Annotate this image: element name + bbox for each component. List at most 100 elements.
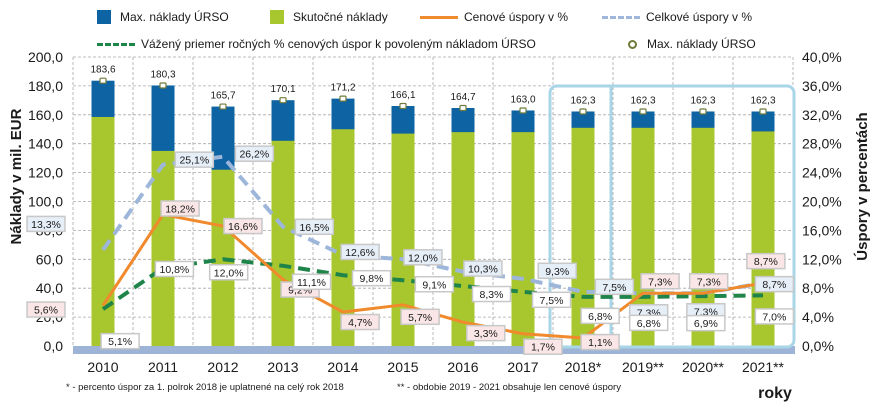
y-axis-title: Náklady v mil. EUR — [8, 108, 25, 244]
legend-item-skutocne: Skutočné náklady — [270, 10, 388, 24]
data-label-vazeny-box — [291, 273, 332, 291]
legend-label-skutocne: Skutočné náklady — [293, 10, 388, 24]
data-label-vazeny-box — [351, 269, 392, 287]
x-tick-label: 2021** — [742, 359, 785, 375]
x-tick-label: 2018* — [565, 359, 602, 375]
marker-max-naklady — [159, 82, 167, 89]
data-label-max-naklady: 162,3 — [570, 95, 595, 106]
data-label-celkove-box — [294, 218, 335, 236]
data-label-max-naklady: 163,0 — [510, 94, 535, 105]
legend-label-max-marker: Max. náklady ÚRSO — [647, 37, 756, 51]
data-label-cenove-box — [160, 200, 200, 217]
x-tick-label: 2013 — [267, 359, 298, 375]
data-label-max-naklady: 162,3 — [630, 95, 655, 106]
y2-tick-label: 36,0% — [802, 78, 842, 94]
x-axis-band — [73, 346, 795, 354]
legend-item-vazeny: Vážený priemer ročných % cenových úspor … — [97, 37, 536, 51]
data-label-celkove: 26,2% — [239, 149, 269, 161]
bar-skutocne-naklady — [451, 132, 475, 346]
data-label-cenove-box — [523, 338, 563, 355]
y2-tick-label: 24,0% — [802, 165, 842, 181]
data-label-vazeny-box — [686, 314, 726, 332]
legend-swatch-max-naklady — [97, 10, 111, 24]
data-label-cenove: 7,3% — [697, 276, 721, 288]
y2-axis-title: Úspory v percentách — [853, 112, 871, 260]
bar-skutocne-naklady — [271, 140, 295, 346]
x-tick-label: 2010 — [87, 359, 118, 375]
data-label-cenove: 7,3% — [648, 276, 672, 288]
data-label-cenove: 8,7% — [754, 256, 778, 268]
y2-tick-label: 8,0% — [802, 280, 834, 296]
marker-max-naklady — [519, 107, 527, 114]
legend-item-cenove: Cenové úspory v % — [420, 10, 568, 24]
data-label-max-naklady: 183,6 — [90, 65, 115, 76]
y-tick-label: 140,0 — [28, 136, 63, 152]
data-label-cenove: 16,6% — [228, 221, 258, 233]
data-label-cenove: 3,3% — [474, 328, 498, 340]
data-label-cenove-box — [400, 308, 440, 326]
marker-max-naklady — [759, 108, 767, 115]
data-label-celkove-box — [754, 275, 795, 293]
data-label-celkove: 8,7% — [762, 279, 786, 291]
data-label-vazeny: 9,1% — [422, 279, 446, 291]
y-tick-label: 160,0 — [28, 107, 63, 123]
data-label-cenove-box — [466, 324, 506, 342]
data-label-vazeny: 11,1% — [297, 277, 326, 289]
data-label-vazeny-box — [754, 308, 795, 325]
data-label-celkove: 12,6% — [345, 247, 375, 259]
data-label-vazeny: 6,8% — [588, 311, 612, 323]
data-label-vazeny: 7,0% — [762, 311, 786, 323]
data-label-cenove-box — [580, 333, 620, 351]
x-tick-label: 2011 — [148, 359, 178, 375]
data-label-vazeny: 9,8% — [360, 273, 384, 285]
data-label-max-naklady: 180,3 — [150, 69, 175, 80]
data-label-cenove-box — [746, 252, 786, 270]
data-label-cenove: 1,7% — [531, 342, 555, 354]
y2-tick-label: 16,0% — [802, 222, 842, 238]
data-label-max-naklady: 166,1 — [390, 90, 415, 101]
y2-tick-label: 32,0% — [802, 107, 842, 123]
y2-tick-label: 20,0% — [802, 194, 842, 210]
data-label-cenove: 18,2% — [165, 204, 195, 216]
data-label-celkove-box — [537, 262, 577, 280]
marker-max-naklady — [459, 104, 467, 112]
data-label-vazeny-box — [580, 307, 620, 325]
legend-item-max-marker: Max. náklady ÚRSO — [622, 37, 756, 51]
y-tick-label: 60,0 — [36, 251, 63, 267]
data-label-celkove: 25,1% — [179, 155, 209, 167]
data-label-max-naklady: 162,3 — [750, 95, 775, 106]
bar-skutocne-naklady — [391, 133, 415, 346]
marker-max-naklady — [279, 97, 287, 104]
data-label-cenove-box — [640, 273, 680, 290]
data-label-cenove: 5,7% — [408, 312, 432, 324]
legend-label-cenove: Cenové úspory v % — [464, 10, 569, 24]
data-label-celkove-box — [26, 215, 66, 233]
x-tick-label: 2012 — [207, 359, 238, 375]
highlight-box — [548, 84, 796, 349]
marker-max-naklady — [639, 108, 647, 115]
y2-tick-label: 4,0% — [802, 309, 834, 325]
data-label-cenove: 1,1% — [588, 337, 612, 349]
data-label-cenove-box — [340, 313, 380, 331]
data-label-celkove-box — [594, 278, 635, 296]
data-label-vazeny-box — [154, 260, 195, 278]
data-label-celkove: 7,5% — [602, 282, 626, 294]
data-label-vazeny-box — [414, 276, 455, 293]
x-tick-label: 2015 — [387, 359, 418, 375]
marker-max-naklady — [339, 95, 347, 102]
marker-max-naklady — [579, 108, 587, 115]
data-label-cenove: 4,7% — [348, 317, 372, 329]
y-tick-label: 100,0 — [28, 194, 63, 210]
data-label-vazeny: 6,9% — [694, 318, 718, 330]
data-label-vazeny: 7,5% — [540, 295, 564, 307]
legend-label-max-naklady: Max. náklady ÚRSO — [120, 10, 229, 24]
data-label-vazeny-box — [628, 314, 669, 332]
bar-skutocne-naklady — [91, 116, 115, 346]
data-label-max-naklady: 165,7 — [210, 91, 235, 102]
data-label-celkove: 10,3% — [468, 264, 498, 276]
legend-swatch-vazeny — [97, 42, 135, 46]
legend-label-vazeny: Vážený priemer ročných % cenových úspor … — [141, 37, 536, 51]
x-tick-label: 2020** — [682, 359, 725, 375]
data-label-cenove-box — [26, 301, 66, 318]
